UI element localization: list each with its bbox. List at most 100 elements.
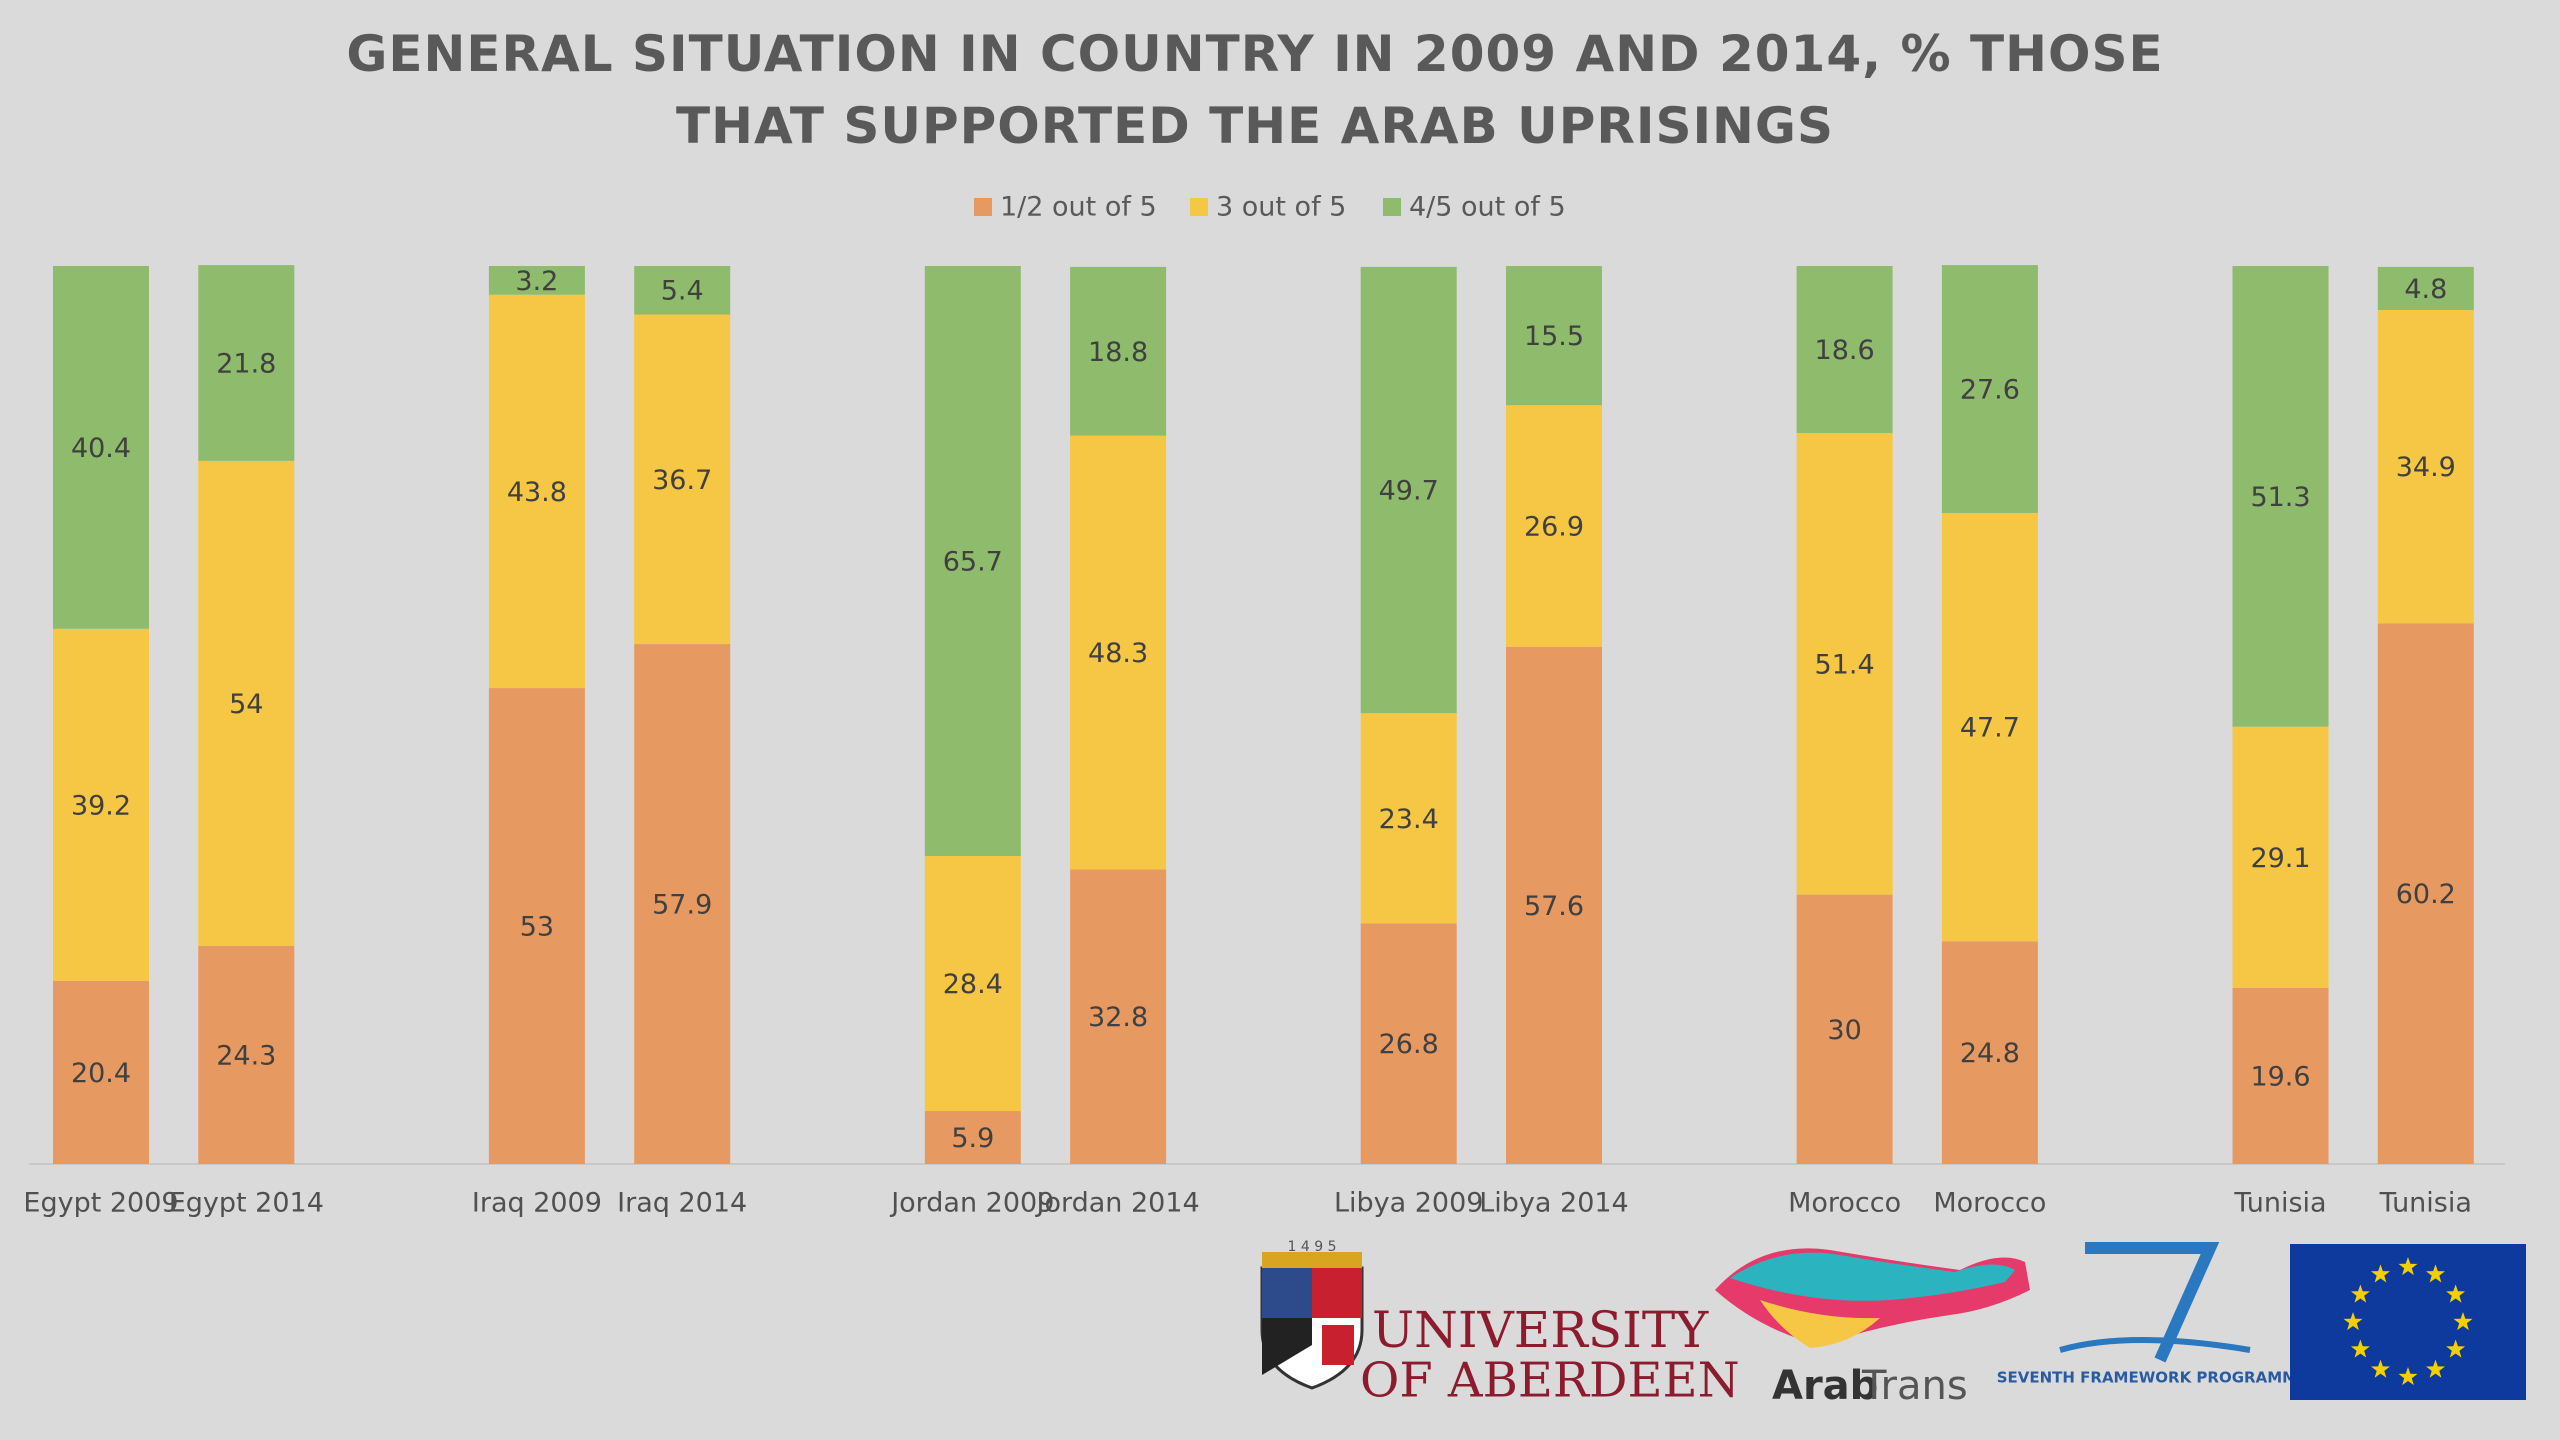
bar-segment [1070, 266, 1167, 436]
data-label: 3.2 [515, 266, 558, 297]
eu-star [2370, 1359, 2391, 1378]
bar-segment [924, 855, 1021, 1112]
x-tick-label: Morocco [1788, 1188, 1901, 1219]
x-tick-label: Iraq 2014 [617, 1188, 747, 1219]
data-label: 24.8 [1960, 1038, 2020, 1069]
data-label: 20.4 [71, 1058, 131, 1089]
data-label: 54 [229, 689, 263, 720]
x-tick-label: Jordan 2014 [1034, 1188, 1199, 1219]
eu-star [2425, 1359, 2446, 1378]
bar-segment [1796, 266, 1893, 434]
data-label: 23.4 [1379, 804, 1439, 835]
eu-star [2453, 1312, 2473, 1331]
bar-segment [634, 644, 731, 1164]
legend-swatch [1383, 198, 1401, 216]
data-label: 21.8 [216, 348, 276, 379]
data-label: 65.7 [943, 546, 1003, 577]
x-tick-label: Egypt 2014 [169, 1188, 324, 1219]
arabtrans-text: Trans [1861, 1363, 1968, 1409]
data-label: 34.9 [2396, 452, 2456, 483]
aberdeen-text: OF ABERDEEN [1360, 1353, 1740, 1409]
x-tick-label: Iraq 2009 [472, 1188, 602, 1219]
eu-star [2350, 1339, 2370, 1358]
data-label: 30 [1827, 1015, 1861, 1046]
bar-segment [924, 1111, 1021, 1164]
bar-segment [198, 265, 295, 461]
bar-segment [1070, 869, 1167, 1164]
x-tick-label: Morocco [1933, 1188, 2046, 1219]
data-label: 18.8 [1088, 337, 1148, 368]
data-label: 51.3 [2250, 482, 2310, 513]
bar-segment [2232, 987, 2329, 1164]
bar-segment [53, 266, 149, 629]
eu-star [2398, 1367, 2418, 1386]
bar-segment [634, 314, 731, 645]
aberdeen-crest [1260, 1252, 1364, 1390]
data-label: 4.8 [2404, 274, 2447, 305]
data-label: 26.9 [1524, 511, 1584, 542]
bar-segment [1360, 713, 1457, 924]
bar-segment [1506, 405, 1602, 647]
data-label: 28.4 [943, 969, 1003, 1000]
data-label: 27.6 [1960, 375, 2020, 406]
x-tick-label: Libya 2014 [1479, 1188, 1629, 1219]
fp7-text: SEVENTH FRAMEWORK PROGRAMME [1997, 1369, 2308, 1387]
fp7-logo [2059, 1242, 2251, 1363]
bar-segment [2377, 310, 2474, 624]
bar-segment [1506, 646, 1602, 1164]
data-label: 26.8 [1379, 1029, 1439, 1060]
bar-segment [2232, 266, 2329, 727]
eu-star [2446, 1339, 2466, 1358]
aberdeen-year: 1 4 9 5 [1288, 1239, 1337, 1255]
chart-title: GENERAL SITUATION IN COUNTRY IN 2009 AND… [346, 25, 2164, 155]
bar-segment [1506, 266, 1602, 406]
data-label: 32.8 [1088, 1002, 1148, 1033]
bar-segment [924, 266, 1021, 856]
data-label: 57.6 [1524, 891, 1584, 922]
bar-segment [1941, 265, 2038, 513]
data-label: 29.1 [2250, 843, 2310, 874]
data-label: 40.4 [71, 433, 131, 464]
eu-star [2370, 1264, 2391, 1283]
bar-segment [1941, 941, 2038, 1164]
legend-swatch [1190, 198, 1208, 216]
bar-segment [1360, 923, 1457, 1164]
x-tick-label: Jordan 2009 [889, 1188, 1054, 1219]
eu-star [2446, 1284, 2466, 1303]
arabtrans-text: Arab [1772, 1363, 1878, 1409]
eu-star [2343, 1312, 2363, 1331]
data-label: 53 [520, 912, 554, 943]
legend-label: 1/2 out of 5 [1000, 192, 1157, 223]
data-label: 5.4 [661, 276, 704, 307]
bar-segment [488, 688, 585, 1164]
data-label: 48.3 [1088, 638, 1148, 669]
bar-segment [488, 266, 585, 295]
eu-star [2398, 1257, 2418, 1276]
x-tick-label: Libya 2009 [1334, 1188, 1484, 1219]
x-tick-label: Egypt 2009 [23, 1188, 178, 1219]
arabtrans-logo [1715, 1248, 2030, 1348]
data-label: 18.6 [1815, 335, 1875, 366]
x-tick-label: Tunisia [2233, 1188, 2326, 1219]
bar-segment [198, 460, 295, 946]
bar-segment [1070, 435, 1167, 870]
bar-segment [2377, 266, 2474, 311]
data-label: 57.9 [652, 890, 712, 921]
data-label: 47.7 [1960, 713, 2020, 744]
legend-label: 3 out of 5 [1216, 192, 1346, 223]
data-label: 43.8 [507, 477, 567, 508]
aberdeen-text: UNIVERSITY [1372, 1301, 1709, 1359]
data-label: 36.7 [652, 465, 712, 496]
data-label: 60.2 [2396, 879, 2456, 910]
x-tick-label: Tunisia [2379, 1188, 2472, 1219]
legend-swatch [974, 198, 992, 216]
bar-segment [2232, 726, 2329, 988]
bar-segment [1360, 266, 1457, 714]
legend-label: 4/5 out of 5 [1409, 192, 1566, 223]
data-label: 15.5 [1524, 321, 1584, 352]
eu-star [2425, 1264, 2446, 1283]
bar-segment [1796, 894, 1893, 1164]
bar-segment [1796, 433, 1893, 895]
